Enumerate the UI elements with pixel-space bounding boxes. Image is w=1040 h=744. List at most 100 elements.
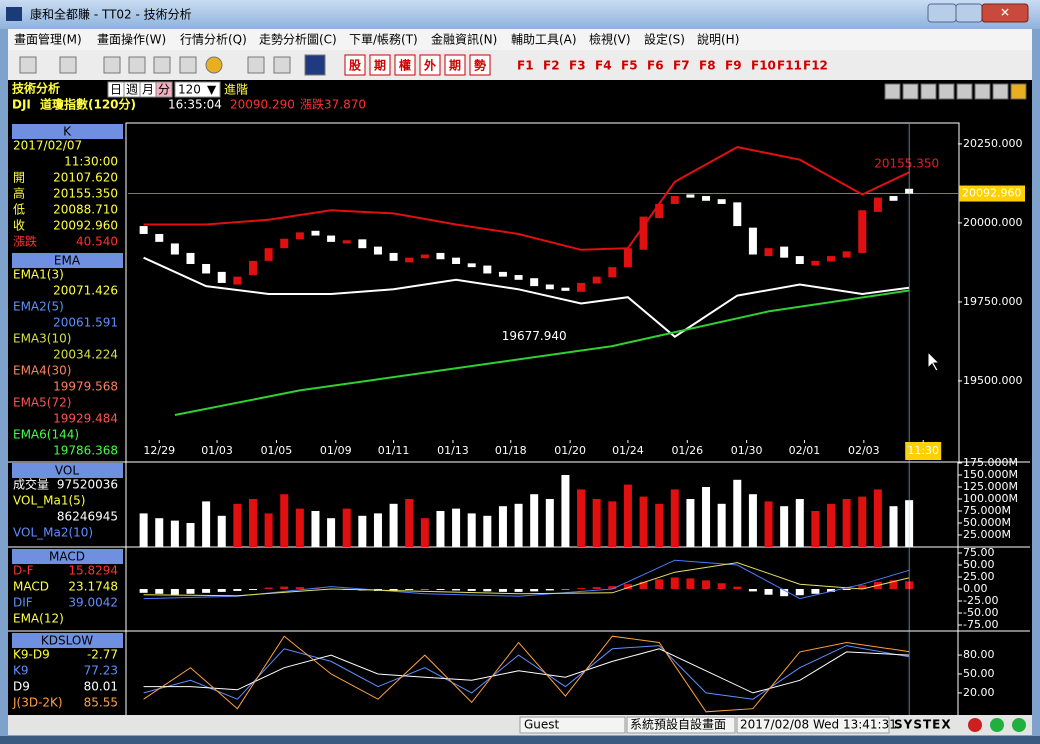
bar xyxy=(733,586,742,589)
function-key[interactable]: F3 xyxy=(569,59,586,73)
bar xyxy=(842,499,851,547)
tool-icon[interactable] xyxy=(153,56,171,74)
chart-tool[interactable] xyxy=(938,83,955,100)
info-label: J(3D-2K) xyxy=(12,696,63,710)
chart-tool[interactable] xyxy=(902,83,919,100)
bar xyxy=(327,518,336,547)
tool-icon[interactable] xyxy=(128,56,146,74)
menu-item[interactable]: 檢視(V) xyxy=(589,32,631,47)
chart-tool[interactable] xyxy=(920,83,937,100)
function-key[interactable]: F1 xyxy=(517,59,534,73)
function-key[interactable]: F2 xyxy=(543,59,560,73)
y-tick-label: 150.000M xyxy=(963,468,1018,481)
y-tick-label: 100.000M xyxy=(963,492,1018,505)
quote-button[interactable] xyxy=(344,54,366,76)
bar xyxy=(452,508,461,547)
tool-icon[interactable] xyxy=(273,56,291,74)
bar xyxy=(217,588,226,592)
menu-item[interactable]: 走勢分析圖(C) xyxy=(259,32,337,47)
info-label: EMA2(5) xyxy=(13,300,64,314)
bar xyxy=(420,518,429,547)
chart-tools xyxy=(884,83,1027,100)
function-key[interactable]: F11 xyxy=(777,59,802,73)
chart-tool[interactable] xyxy=(974,83,991,100)
menu-item[interactable]: 設定(S) xyxy=(644,32,685,47)
maximize-button[interactable] xyxy=(955,3,983,23)
bar xyxy=(498,588,507,592)
bar xyxy=(858,496,867,547)
menu-bar xyxy=(8,29,1032,50)
info-value: 86246945 xyxy=(57,510,118,524)
quote-button[interactable] xyxy=(444,54,466,76)
info-label: K9-D9 xyxy=(13,648,50,662)
function-key[interactable]: F12 xyxy=(803,59,828,73)
info-label: 低 xyxy=(13,203,25,217)
function-key[interactable]: F10 xyxy=(751,59,776,73)
menu-item[interactable]: 行情分析(Q) xyxy=(180,33,247,47)
quote-button[interactable] xyxy=(419,54,441,76)
tool-icon[interactable] xyxy=(179,56,197,74)
tool-icon[interactable] xyxy=(19,56,37,74)
tool-icon[interactable] xyxy=(304,54,326,76)
menu-item[interactable]: 輔助工具(A) xyxy=(511,33,577,47)
info-value: 20071.426 xyxy=(53,284,118,298)
bar xyxy=(655,579,664,589)
period-button[interactable] xyxy=(155,81,173,98)
candle-body xyxy=(280,238,289,249)
y-tick-label: 75.000M xyxy=(963,504,1011,517)
indicator-line xyxy=(143,146,910,251)
chart-tool[interactable] xyxy=(992,83,1009,100)
indicator-line xyxy=(143,635,910,713)
function-key[interactable]: F4 xyxy=(595,59,612,73)
bar xyxy=(405,588,414,590)
tool-icon[interactable] xyxy=(247,56,265,74)
quote-button[interactable] xyxy=(469,54,491,76)
info-value: 11:30:00 xyxy=(64,155,118,169)
chart-tool[interactable] xyxy=(884,83,901,100)
function-key[interactable]: F8 xyxy=(699,59,716,73)
menu-item[interactable]: 下單/帳務(T) xyxy=(349,33,418,47)
bar xyxy=(280,494,289,547)
quote-button[interactable] xyxy=(369,54,391,76)
tool-icon[interactable] xyxy=(205,56,223,74)
function-key[interactable]: F5 xyxy=(621,59,638,73)
info-value: 97520036 xyxy=(57,478,118,492)
menu-item[interactable]: 說明(H) xyxy=(697,32,739,47)
y-tick-label: 20250.000 xyxy=(963,137,1023,150)
status-datetime: 2017/02/08 Wed 13:41:31 xyxy=(740,718,897,732)
chart-tool[interactable] xyxy=(1010,83,1027,100)
quote-button-label: 期 xyxy=(374,58,386,73)
bar xyxy=(405,499,414,547)
tool-icon[interactable] xyxy=(103,56,121,74)
menu-item[interactable]: 畫面操作(W) xyxy=(97,32,166,47)
bar xyxy=(858,585,867,589)
interval-select[interactable] xyxy=(174,81,221,98)
info-header xyxy=(12,633,123,648)
close-button[interactable] xyxy=(981,3,1029,23)
quote-button-label: 勢 xyxy=(474,58,486,73)
y-tick-label: -25.00 xyxy=(963,594,998,607)
x-tick-label: 01/05 xyxy=(261,444,293,457)
x-tick-label: 01/13 xyxy=(437,444,469,457)
bar xyxy=(186,588,195,594)
quote-button[interactable] xyxy=(394,54,416,76)
candle-body xyxy=(811,260,820,266)
candle-body xyxy=(873,197,882,212)
function-key[interactable]: F6 xyxy=(647,59,664,73)
quote-price: 20090.290 xyxy=(230,98,295,112)
bar xyxy=(530,494,539,547)
menu-item[interactable]: 畫面管理(M) xyxy=(14,32,82,47)
advanced-button[interactable]: 進階 xyxy=(224,82,248,97)
info-value: -2.77 xyxy=(87,648,118,662)
x-tick-label: 02/01 xyxy=(789,444,821,457)
function-key[interactable]: F7 xyxy=(673,59,690,73)
function-key[interactable]: F9 xyxy=(725,59,742,73)
info-label: 漲跌 xyxy=(13,234,37,249)
chart-tool[interactable] xyxy=(956,83,973,100)
y-tick-label: 25.000M xyxy=(963,528,1011,541)
menu-item[interactable]: 金融資訊(N) xyxy=(431,32,497,47)
x-tick-label: 12/29 xyxy=(143,444,175,457)
tool-icon[interactable] xyxy=(59,56,77,74)
minimize-button[interactable] xyxy=(927,3,957,23)
bar xyxy=(811,588,820,594)
